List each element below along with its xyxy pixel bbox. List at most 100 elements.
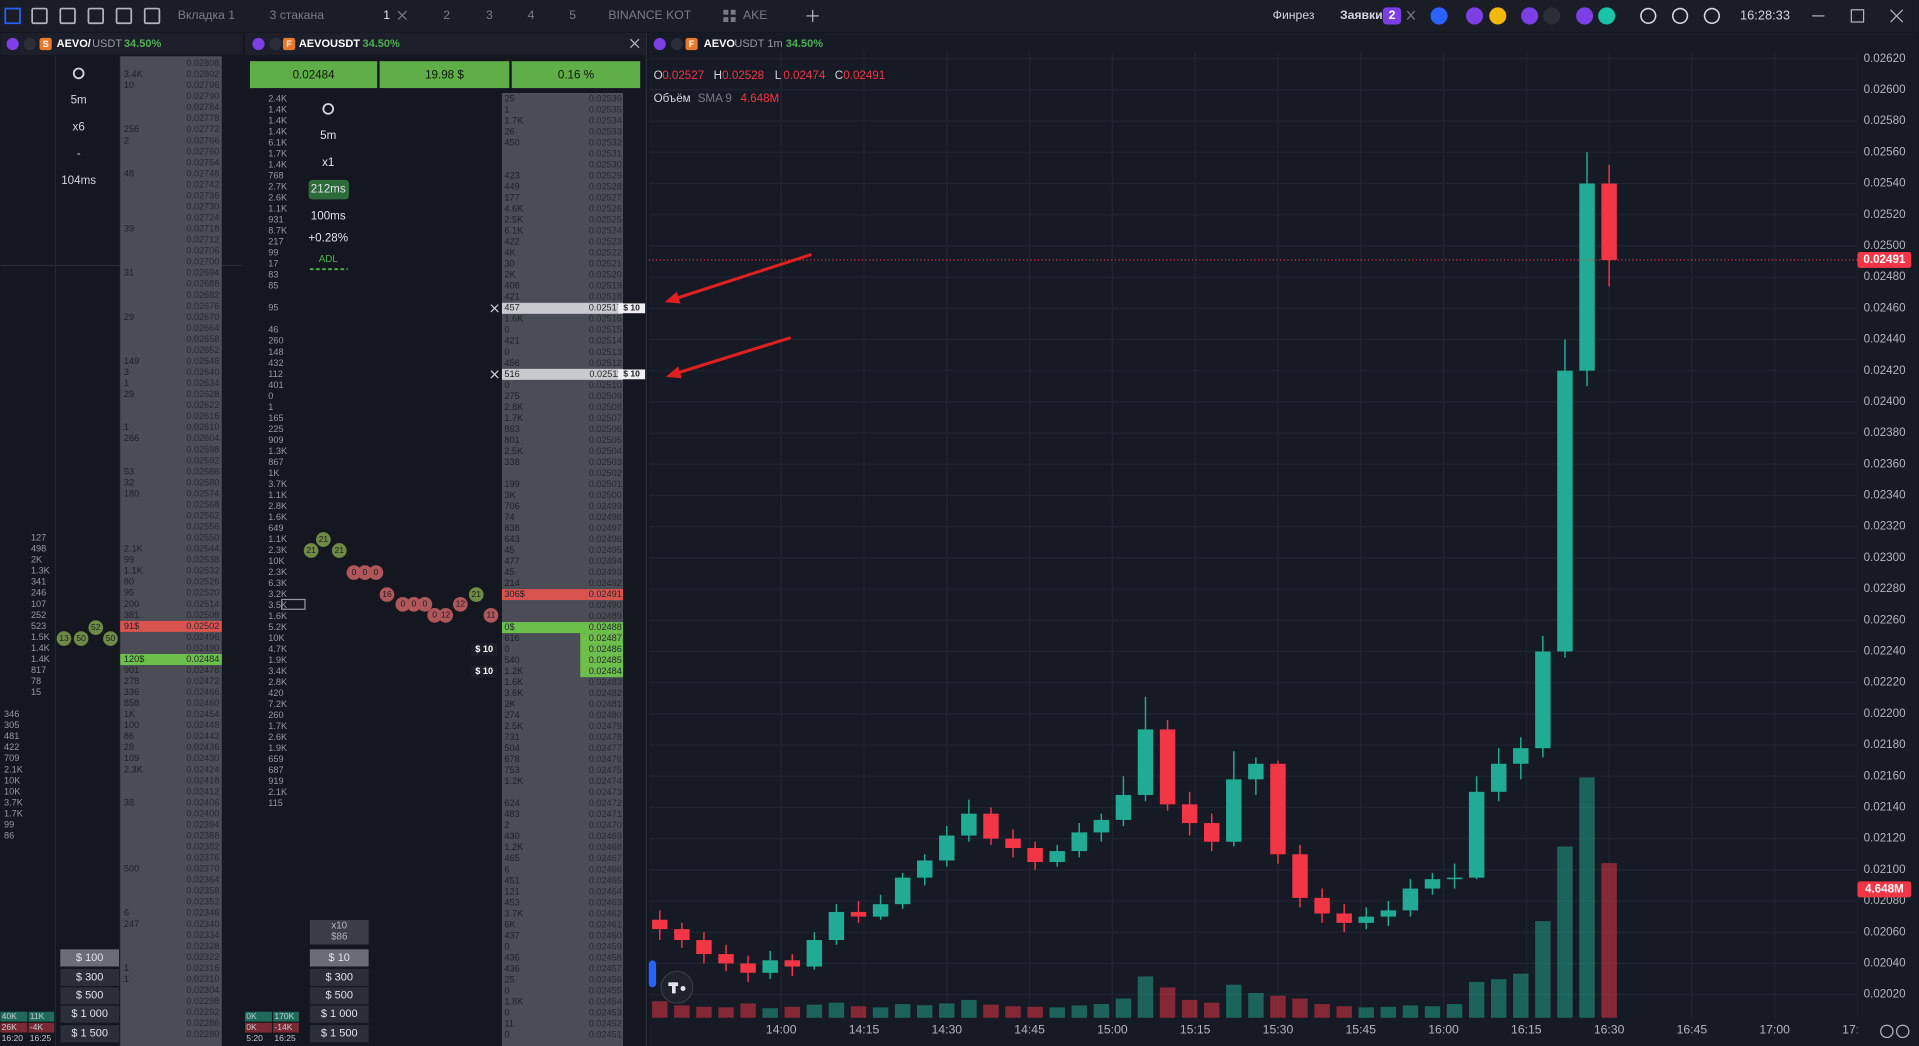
exchange-badge xyxy=(685,37,698,51)
bubble-label: 0 xyxy=(374,567,379,577)
book-price: 0.02436 xyxy=(186,742,219,752)
book-volume: 1.2K xyxy=(504,776,523,786)
tape-volume: 709 xyxy=(4,753,19,763)
control[interactable]: 5m xyxy=(320,129,336,142)
control[interactable]: x1 xyxy=(322,156,334,169)
candle-body xyxy=(1579,183,1595,371)
control[interactable]: ADL xyxy=(319,254,339,265)
size-label: $ 1 500 xyxy=(71,1028,108,1040)
size-button[interactable] xyxy=(309,949,369,967)
bubble-label: 12 xyxy=(456,599,466,609)
tape-volume: 1.7K xyxy=(268,721,287,731)
toolbar-icon[interactable] xyxy=(143,7,161,25)
tab[interactable]: 3 стакана xyxy=(270,8,325,22)
book-price: 0.02568 xyxy=(186,499,219,509)
stat: 5:20 xyxy=(246,1033,263,1043)
book-price: 0.02521 xyxy=(589,259,622,269)
trade-bubble xyxy=(483,608,499,623)
tab[interactable]: 2 xyxy=(443,8,450,22)
size-button[interactable] xyxy=(60,987,120,1005)
book-volume: 838 xyxy=(504,523,519,533)
toolbar-icon[interactable] xyxy=(31,7,48,25)
book-price: 0.02494 xyxy=(589,556,622,566)
volume-bar xyxy=(1071,1005,1087,1018)
bubble-label: 21 xyxy=(319,534,329,544)
size-button[interactable] xyxy=(309,987,369,1005)
size-label: $ 300 xyxy=(76,971,104,983)
tape-volume: 10K xyxy=(268,633,284,643)
book-price: 0.02472 xyxy=(186,676,219,686)
size-label: $ 500 xyxy=(325,990,353,1002)
book-volume: 48 xyxy=(124,168,134,178)
book-volume: 436 xyxy=(504,963,519,973)
book-volume: 3.7K xyxy=(504,908,523,918)
control[interactable]: - xyxy=(77,147,81,160)
tape-volume: 3.4K xyxy=(268,666,287,676)
scroll-handle[interactable] xyxy=(648,960,657,988)
control[interactable]: 5m xyxy=(71,93,87,106)
x-tick-label: 16:45 xyxy=(1677,1022,1708,1036)
size-button[interactable] xyxy=(60,968,120,987)
size-button[interactable] xyxy=(60,1005,120,1023)
book-price: 0.02495 xyxy=(589,545,622,555)
book-volume: 26 xyxy=(504,127,514,137)
book-volume: 3.4K xyxy=(124,69,143,79)
exchange-icon xyxy=(1465,7,1484,25)
toolbar-icon[interactable] xyxy=(115,7,133,25)
toolbar-icon[interactable] xyxy=(87,7,104,25)
chart-icon xyxy=(1896,1024,1910,1039)
control[interactable]: 100ms xyxy=(311,210,346,223)
book-price: 0.02474 xyxy=(589,776,622,786)
y-tick-label: 0.02380 xyxy=(1864,426,1906,439)
tab[interactable]: AKE xyxy=(743,8,767,22)
bubble-label: 0 xyxy=(422,599,427,609)
tab-icon xyxy=(723,17,729,23)
book-price: 0.02477 xyxy=(589,743,622,753)
book-volume: 540 xyxy=(504,655,519,665)
tape-volume: 1.4K xyxy=(31,643,50,653)
size-button[interactable] xyxy=(309,968,369,987)
control[interactable]: x6 xyxy=(73,120,85,133)
tab[interactable]: 1 xyxy=(383,8,390,22)
size-button[interactable] xyxy=(60,949,120,967)
book-volume: 0 xyxy=(504,380,509,390)
pnl-button[interactable]: Финрез xyxy=(1273,8,1315,22)
book-price: 0.02531 xyxy=(589,149,622,159)
tab[interactable]: BINANCE KOT xyxy=(608,8,691,22)
size-label: $ 1 500 xyxy=(321,1028,358,1040)
toolbar-icon[interactable] xyxy=(4,7,21,25)
book-price: 0.02640 xyxy=(186,367,219,377)
book-price: 0.02382 xyxy=(186,842,219,852)
exchange-icon xyxy=(1576,7,1594,25)
book-volume: 121 xyxy=(504,886,519,896)
control[interactable]: +0.28% xyxy=(308,232,348,245)
size-button[interactable] xyxy=(309,1005,369,1023)
book-price: 0.02509 xyxy=(589,391,622,401)
book-price: 0.02772 xyxy=(186,124,219,134)
trade-bubble xyxy=(427,608,443,623)
size-button[interactable] xyxy=(309,1025,369,1043)
toolbar-icon[interactable] xyxy=(59,7,76,25)
control[interactable]: 212ms xyxy=(311,183,346,196)
book-price: 0.02616 xyxy=(186,411,219,421)
exchange-logo xyxy=(269,37,282,51)
trade-bubble xyxy=(315,532,331,547)
orders-button[interactable]: Заявки xyxy=(1340,8,1383,22)
order-tag[interactable] xyxy=(618,369,646,380)
tab[interactable]: Вкладка 1 xyxy=(178,8,235,22)
tab[interactable]: 3 xyxy=(486,8,493,22)
stat-bg xyxy=(28,1022,55,1033)
control[interactable]: 104ms xyxy=(61,174,96,187)
size-button[interactable] xyxy=(60,1025,120,1043)
legend-value: 0.02491 xyxy=(843,69,885,82)
panel-close xyxy=(629,38,640,49)
window-maximize[interactable] xyxy=(1850,9,1865,23)
order-tag[interactable] xyxy=(618,303,646,314)
book-volume: 616 xyxy=(504,633,519,643)
tab[interactable]: 5 xyxy=(569,8,576,22)
book-volume: 6.1K xyxy=(504,226,523,236)
tab[interactable]: 4 xyxy=(528,8,535,22)
book-volume: 95 xyxy=(124,588,134,598)
book-volume: 247 xyxy=(124,919,139,929)
ticker-box xyxy=(379,61,510,89)
